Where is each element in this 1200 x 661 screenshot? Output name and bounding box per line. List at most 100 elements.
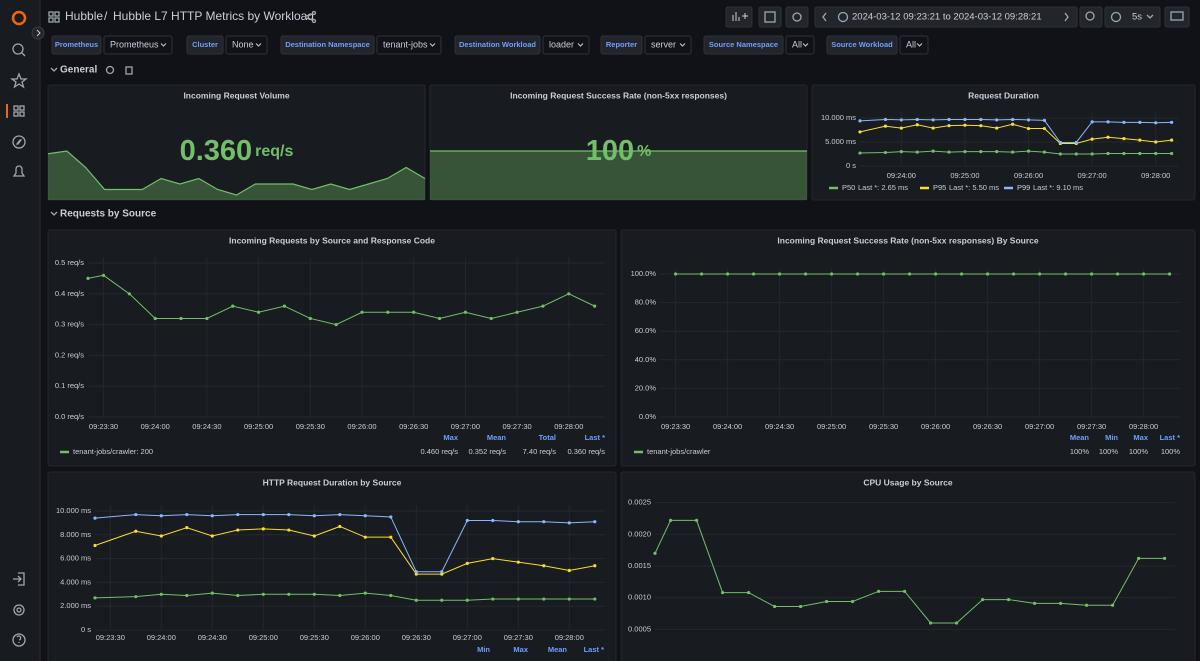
data-point bbox=[1043, 150, 1046, 153]
data-point bbox=[995, 150, 998, 153]
data-point bbox=[1170, 152, 1173, 155]
variable-value[interactable]: tenant-jobs bbox=[383, 39, 428, 49]
data-point bbox=[490, 317, 493, 320]
sidebar-toggle[interactable] bbox=[32, 27, 44, 39]
data-point bbox=[211, 534, 214, 537]
data-point bbox=[491, 557, 494, 560]
x-tick-label: 09:25:30 bbox=[300, 633, 329, 642]
legend-header[interactable]: Max bbox=[1133, 433, 1148, 442]
data-point bbox=[231, 305, 234, 308]
data-point bbox=[205, 317, 208, 320]
data-point bbox=[979, 150, 982, 153]
x-tick-label: 09:24:30 bbox=[765, 422, 794, 431]
data-point bbox=[1163, 557, 1166, 560]
data-point bbox=[721, 591, 724, 594]
data-point bbox=[1106, 120, 1109, 123]
data-point bbox=[364, 592, 367, 595]
data-point bbox=[1012, 272, 1015, 275]
data-point bbox=[102, 274, 105, 277]
stat-number: 100 bbox=[586, 135, 634, 167]
data-point bbox=[415, 570, 418, 573]
data-point bbox=[830, 272, 833, 275]
legend-value: 100% bbox=[1129, 447, 1149, 456]
refresh-interval[interactable]: 5s bbox=[1132, 12, 1142, 23]
data-point bbox=[93, 517, 96, 520]
x-tick-label: 09:23:30 bbox=[89, 422, 118, 431]
data-point bbox=[1138, 138, 1141, 141]
legend-name[interactable]: P95 bbox=[933, 183, 946, 192]
data-point bbox=[364, 514, 367, 517]
variable-value[interactable]: All bbox=[792, 39, 802, 49]
legend-name[interactable]: P99 bbox=[1017, 183, 1030, 192]
data-point bbox=[1027, 150, 1030, 153]
data-point bbox=[916, 123, 919, 126]
legend-header[interactable]: Total bbox=[539, 433, 556, 442]
legend-header[interactable]: Last * bbox=[1160, 433, 1181, 442]
data-point bbox=[542, 520, 545, 523]
data-point bbox=[466, 599, 469, 602]
variable-value[interactable]: server bbox=[651, 39, 676, 49]
legend-header[interactable]: Mean bbox=[548, 645, 568, 654]
x-tick-label: 09:27:00 bbox=[453, 633, 482, 642]
legend-header[interactable]: Min bbox=[477, 645, 490, 654]
row-title[interactable]: General bbox=[60, 65, 97, 76]
variable-value[interactable]: Prometheus bbox=[110, 39, 159, 49]
variable-value[interactable]: loader bbox=[549, 39, 574, 49]
tv-button[interactable] bbox=[1165, 7, 1189, 27]
data-point bbox=[858, 119, 861, 122]
data-point bbox=[1007, 598, 1010, 601]
zoom-out-button[interactable] bbox=[1080, 7, 1102, 27]
save-button[interactable] bbox=[759, 7, 781, 27]
data-point bbox=[86, 277, 89, 280]
data-point bbox=[466, 562, 469, 565]
data-point bbox=[287, 528, 290, 531]
legend-header[interactable]: Max bbox=[513, 645, 528, 654]
legend-name[interactable]: tenant-jobs/crawler: 200 bbox=[73, 447, 153, 456]
data-point bbox=[438, 317, 441, 320]
legend-header[interactable]: Last * bbox=[584, 645, 605, 654]
data-point bbox=[979, 124, 982, 127]
x-tick-label: 09:27:30 bbox=[504, 633, 533, 642]
data-point bbox=[516, 311, 519, 314]
data-point bbox=[799, 605, 802, 608]
x-tick-label: 09:24:30 bbox=[192, 422, 221, 431]
data-point bbox=[1027, 127, 1030, 130]
x-tick-label: 09:25:00 bbox=[817, 422, 846, 431]
legend-header[interactable]: Max bbox=[443, 433, 458, 442]
data-point bbox=[389, 515, 392, 518]
data-point bbox=[1059, 602, 1062, 605]
x-tick-label: 09:24:00 bbox=[887, 171, 916, 180]
data-point bbox=[1106, 152, 1109, 155]
panel-title: Incoming Request Success Rate (non-5xx r… bbox=[510, 90, 727, 100]
y-tick-label: 8.000 ms bbox=[60, 530, 91, 539]
data-point bbox=[287, 593, 290, 596]
y-tick-label: 10.000 ms bbox=[821, 113, 856, 122]
y-tick-label: 80.0% bbox=[635, 298, 657, 307]
data-point bbox=[1106, 136, 1109, 139]
data-point bbox=[995, 126, 998, 129]
legend-name[interactable]: tenant-jobs/crawler bbox=[647, 447, 711, 456]
folder-name[interactable]: Hubble bbox=[65, 9, 103, 23]
variable-label: Source Namespace bbox=[709, 40, 778, 49]
settings-button[interactable] bbox=[786, 7, 808, 27]
legend-name[interactable]: P50 bbox=[842, 183, 855, 192]
legend-header[interactable]: Last * bbox=[585, 433, 606, 442]
x-tick-label: 09:24:30 bbox=[198, 633, 227, 642]
data-point bbox=[128, 292, 131, 295]
data-point bbox=[415, 599, 418, 602]
data-point bbox=[134, 513, 137, 516]
variable-value[interactable]: All bbox=[906, 39, 916, 49]
legend-header[interactable]: Min bbox=[1105, 433, 1118, 442]
data-point bbox=[1038, 272, 1041, 275]
legend-header[interactable]: Mean bbox=[1070, 433, 1090, 442]
data-point bbox=[134, 595, 137, 598]
time-range[interactable]: 2024-03-12 09:23:21 to 2024-03-12 09:28:… bbox=[852, 12, 1042, 23]
variable-value[interactable]: None bbox=[232, 39, 254, 49]
data-point bbox=[932, 126, 935, 129]
active-indicator bbox=[6, 104, 8, 118]
row-title[interactable]: Requests by Source bbox=[60, 209, 157, 220]
x-tick-label: 09:26:00 bbox=[921, 422, 950, 431]
legend-header[interactable]: Mean bbox=[487, 433, 507, 442]
data-point bbox=[185, 526, 188, 529]
data-point bbox=[211, 592, 214, 595]
